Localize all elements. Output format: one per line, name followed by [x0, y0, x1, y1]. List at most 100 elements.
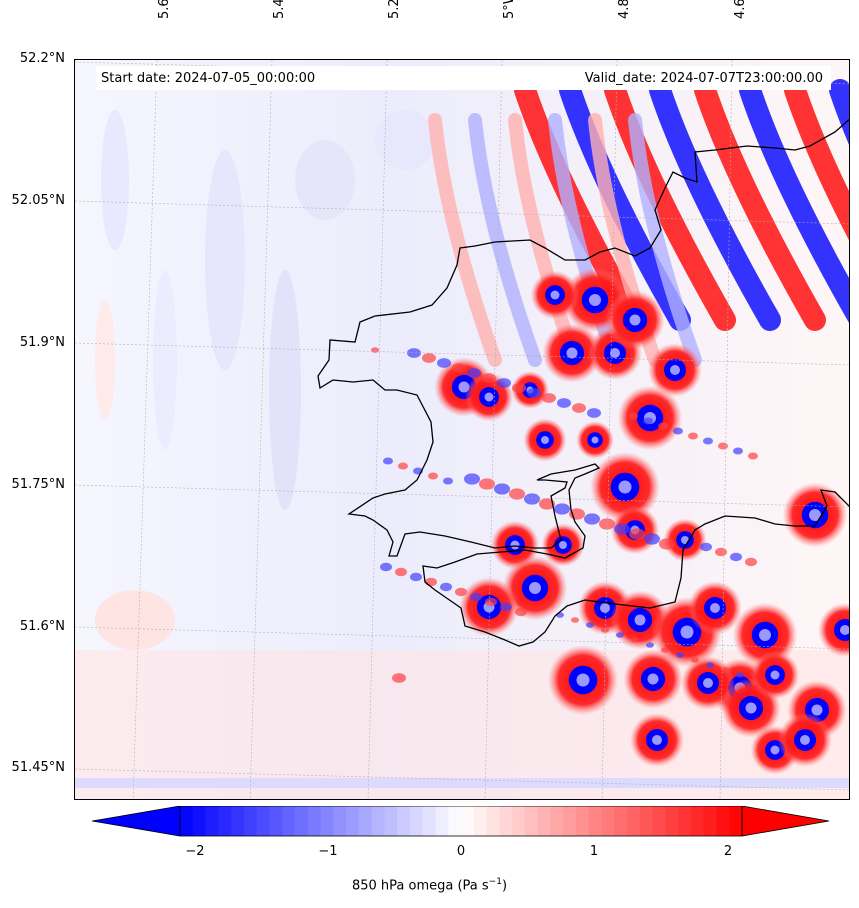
small-feature [500, 602, 512, 612]
small-feature [437, 358, 451, 368]
valid-date: Valid_date: 2024-07-07T23:00:00.00 [584, 71, 823, 86]
colorbar-cell [282, 806, 296, 836]
convective-cell-center [576, 673, 590, 687]
colorbar-cell [192, 806, 207, 836]
colorbar-cell [690, 806, 705, 836]
small-feature [673, 427, 683, 435]
convective-cell-center [541, 436, 549, 444]
convective-cell-center [759, 629, 771, 641]
convective-cell-center [680, 625, 694, 639]
weak-field-patch [95, 590, 175, 650]
small-feature [631, 637, 639, 643]
colorbar-label: 850 hPa omega (Pa s−1) [0, 877, 859, 893]
small-feature [485, 597, 497, 607]
small-feature [700, 542, 712, 552]
colorbar-cell [231, 806, 245, 836]
colorbar-cell [639, 806, 654, 836]
colorbar-cell [397, 806, 411, 836]
header-band [96, 66, 831, 90]
colorbar-cell [422, 806, 437, 836]
small-feature [443, 477, 453, 485]
convective-cell-center [770, 670, 780, 680]
small-feature [715, 547, 727, 557]
colorbar-tick-label: −2 [185, 844, 205, 859]
convective-cell-center [484, 392, 494, 402]
small-feature [452, 363, 466, 373]
colorbar-cell [512, 806, 526, 836]
small-feature [644, 533, 660, 545]
colorbar-label-close: ) [501, 878, 508, 894]
convective-cell-center [559, 541, 567, 549]
small-feature [736, 672, 744, 678]
small-feature [392, 673, 406, 683]
colorbar-extend-max [741, 806, 830, 837]
convective-cell-center [670, 365, 680, 375]
convective-cell-center [703, 678, 713, 688]
colorbar-cell [703, 806, 718, 836]
lon-tick-5.4W: 5.4°W [272, 0, 287, 19]
omega-map: Start date: 2024-07-05_00:00:00 Valid_da… [74, 59, 850, 800]
convective-cell-center [800, 735, 810, 745]
small-feature [733, 447, 743, 455]
convective-cell-center [811, 704, 823, 716]
graticule [75, 60, 849, 799]
convective-cell-center [770, 745, 780, 755]
small-feature [455, 587, 467, 597]
lat-tick-51.6N: 51.6°N [19, 619, 65, 634]
colorbar-cell [486, 806, 500, 836]
small-feature [659, 538, 675, 550]
convective-cell-center [652, 735, 662, 745]
small-feature [571, 617, 579, 623]
small-feature [691, 657, 699, 663]
small-feature [629, 528, 645, 540]
weak-negative-strip [75, 778, 849, 788]
small-feature [464, 473, 480, 485]
small-feature [658, 422, 668, 430]
small-feature [470, 592, 482, 602]
small-feature [524, 493, 540, 505]
wave-stripe [649, 79, 781, 331]
small-feature [628, 412, 638, 420]
small-feature [599, 518, 615, 530]
convective-cell-center [629, 314, 641, 326]
lon-tick-5.2W: 5.2°W [387, 0, 402, 19]
colorbar-cell [652, 806, 666, 836]
small-feature [527, 388, 541, 398]
convective-cell-center [529, 582, 541, 594]
small-feature [371, 347, 379, 353]
colorbar-cell [435, 806, 449, 836]
small-feature [614, 523, 630, 535]
small-feature [688, 432, 698, 440]
colorbar-frame [179, 806, 743, 837]
colorbar-cell [256, 806, 271, 836]
small-feature [509, 488, 525, 500]
small-feature [515, 607, 527, 617]
wave-stripe [604, 79, 736, 331]
convective-cell-center [618, 480, 632, 494]
convective-cell-center [647, 673, 659, 685]
colorbar-cell [243, 806, 258, 836]
small-feature [512, 383, 526, 393]
weak-field-patch [375, 110, 435, 170]
small-feature [380, 562, 392, 572]
wave-stripe-weak [428, 113, 502, 367]
colorbar-cell [307, 806, 322, 836]
weak-field-patch [205, 150, 245, 370]
small-feature [554, 503, 570, 515]
small-feature [586, 622, 594, 628]
weak-field-patch [101, 110, 129, 250]
convective-cell-center [600, 603, 610, 613]
small-feature [703, 437, 713, 445]
colorbar-cell [550, 806, 564, 836]
small-feature [643, 417, 653, 425]
colorbar-cell [716, 806, 730, 836]
convective-cell-center [634, 614, 646, 626]
colorbar-cell [448, 806, 462, 836]
lat-tick-51.9N: 51.9°N [19, 335, 65, 350]
convective-cell-center [710, 603, 720, 613]
small-feature [479, 478, 495, 490]
colorbar-tick-label: 1 [589, 844, 599, 859]
small-feature [542, 393, 556, 403]
small-feature [748, 452, 758, 460]
colorbar-cell [218, 806, 232, 836]
